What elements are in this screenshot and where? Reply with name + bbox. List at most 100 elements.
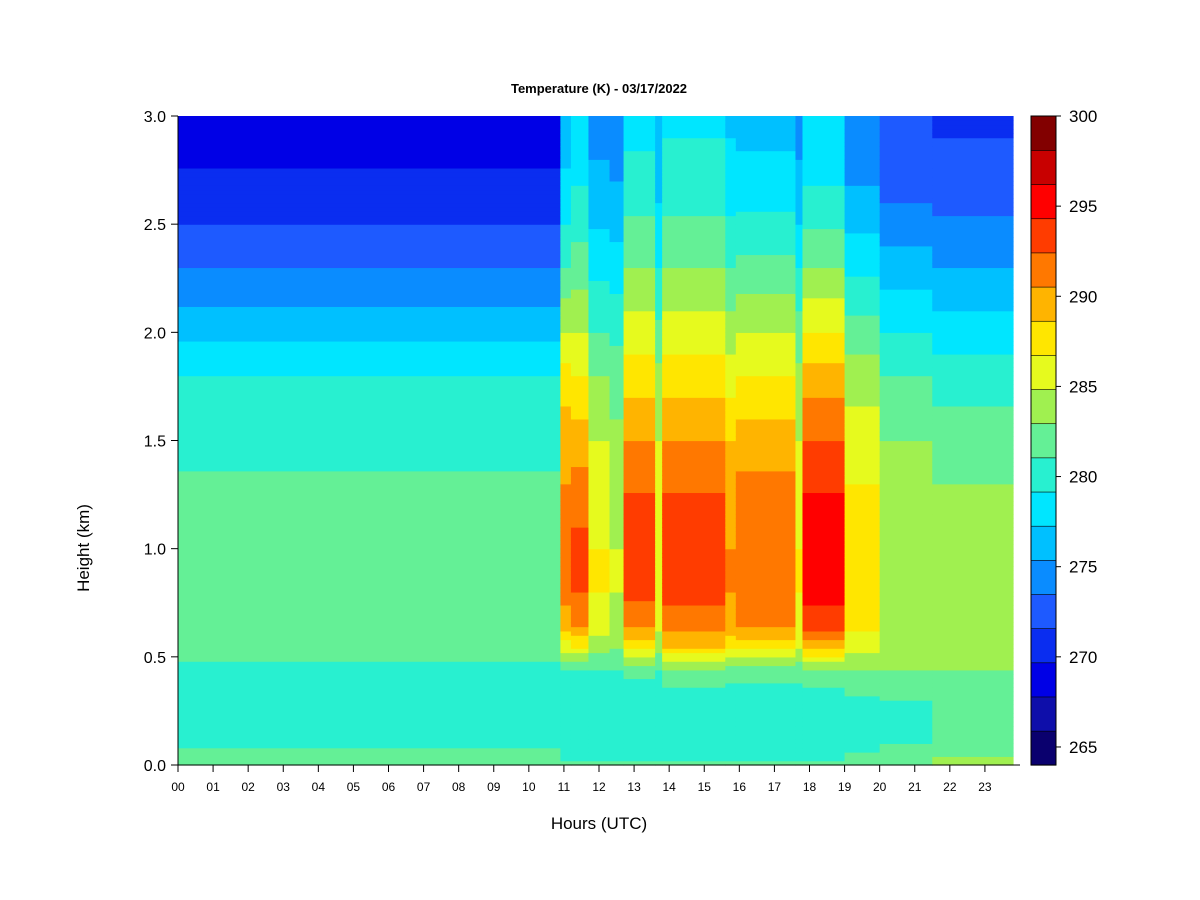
heatmap-cell (735, 596, 797, 602)
heatmap-cell (623, 747, 656, 753)
heatmap-cell (655, 176, 663, 182)
heatmap-cell (570, 410, 590, 416)
heatmap-cell (655, 427, 663, 433)
heatmap-cell (795, 276, 804, 282)
heatmap-cell (655, 128, 663, 134)
heatmap-cell (795, 591, 804, 597)
heatmap-cell (662, 211, 726, 217)
heatmap-cell (802, 674, 846, 680)
heatmap-cell (588, 332, 611, 338)
heatmap-cell (795, 349, 804, 355)
heatmap-cell (725, 561, 737, 567)
heatmap-cell (623, 128, 656, 134)
heatmap-cell (570, 310, 590, 316)
heatmap-cell (879, 167, 933, 173)
heatmap-cell (609, 224, 625, 230)
heatmap-cell (879, 224, 933, 230)
heatmap-cell (609, 639, 625, 645)
heatmap-cell (735, 656, 797, 662)
heatmap-cell (570, 514, 590, 519)
heatmap-cell (570, 436, 590, 442)
heatmap-cell (932, 479, 1014, 485)
heatmap-cell (588, 198, 611, 204)
heatmap-cell (725, 730, 737, 736)
heatmap-cell (623, 643, 656, 649)
heatmap-cell (662, 483, 726, 489)
heatmap-cell (735, 384, 797, 390)
heatmap-cell (570, 297, 590, 303)
heatmap-cell (655, 661, 663, 667)
heatmap-cell (609, 544, 625, 550)
heatmap-cell (560, 401, 572, 407)
x-tick-label: 20 (873, 780, 887, 794)
heatmap-cell (570, 639, 590, 645)
heatmap-cell (844, 652, 881, 658)
heatmap-cell (570, 535, 590, 541)
heatmap-cell (932, 449, 1014, 455)
heatmap-cell (932, 726, 1014, 731)
heatmap-cell (735, 167, 797, 173)
heatmap-cell (570, 457, 590, 463)
heatmap-cell (655, 609, 663, 615)
heatmap-cell (844, 475, 881, 481)
heatmap-cell (623, 752, 656, 757)
heatmap-cell (560, 232, 572, 238)
heatmap-cell (932, 713, 1014, 719)
heatmap-cell (609, 388, 625, 394)
heatmap-cell (588, 375, 611, 381)
heatmap-cell (802, 587, 846, 593)
heatmap-cell (609, 479, 625, 485)
heatmap-cell (662, 198, 726, 204)
heatmap-cell (662, 340, 726, 346)
heatmap-cell (802, 583, 846, 589)
heatmap-cell (802, 552, 846, 558)
heatmap-cell (623, 613, 656, 619)
heatmap-cell (623, 323, 656, 329)
colorbar-tick-label: 270 (1069, 648, 1097, 667)
heatmap-cell (795, 444, 804, 450)
heatmap-cell (609, 561, 625, 567)
heatmap-cell (570, 172, 590, 178)
heatmap-cell (609, 565, 625, 571)
heatmap-cell (609, 726, 625, 731)
heatmap-cell (802, 366, 846, 372)
heatmap-cell (725, 483, 737, 489)
heatmap-cell (802, 319, 846, 325)
heatmap-cell (879, 211, 933, 217)
colorbar-tick-label: 290 (1069, 287, 1097, 306)
heatmap-cell (662, 306, 726, 312)
heatmap-cell (802, 263, 846, 269)
heatmap-cell (588, 133, 611, 139)
heatmap-cell (588, 678, 611, 684)
heatmap-cell (623, 557, 656, 563)
colorbar-segment (1030, 525, 1057, 561)
heatmap-cell (725, 708, 737, 714)
heatmap-cell (609, 552, 625, 558)
heatmap-cell (844, 176, 881, 182)
heatmap-cell (802, 639, 846, 645)
heatmap-cell (178, 215, 562, 221)
heatmap-cell (560, 193, 572, 199)
heatmap-cell (879, 639, 933, 645)
heatmap-cell (588, 652, 611, 658)
heatmap-cell (932, 531, 1014, 537)
heatmap-cell (725, 496, 737, 502)
heatmap-cell (178, 682, 562, 688)
heatmap-cell (932, 570, 1014, 576)
heatmap-cell (802, 449, 846, 455)
heatmap-cell (178, 505, 562, 511)
heatmap-cell (623, 462, 656, 468)
heatmap-cell (609, 643, 625, 649)
heatmap-cell (932, 470, 1014, 476)
heatmap-cell (795, 436, 804, 442)
heatmap-cell (735, 128, 797, 134)
heatmap-cell (662, 488, 726, 494)
heatmap-cell (879, 431, 933, 437)
heatmap-cell (178, 133, 562, 139)
heatmap-cell (655, 548, 663, 554)
heatmap-cell (725, 691, 737, 697)
heatmap-cell (725, 600, 737, 606)
colorbar-tick-label: 265 (1069, 738, 1097, 757)
heatmap-cell (178, 167, 562, 173)
heatmap-cell (725, 323, 737, 329)
